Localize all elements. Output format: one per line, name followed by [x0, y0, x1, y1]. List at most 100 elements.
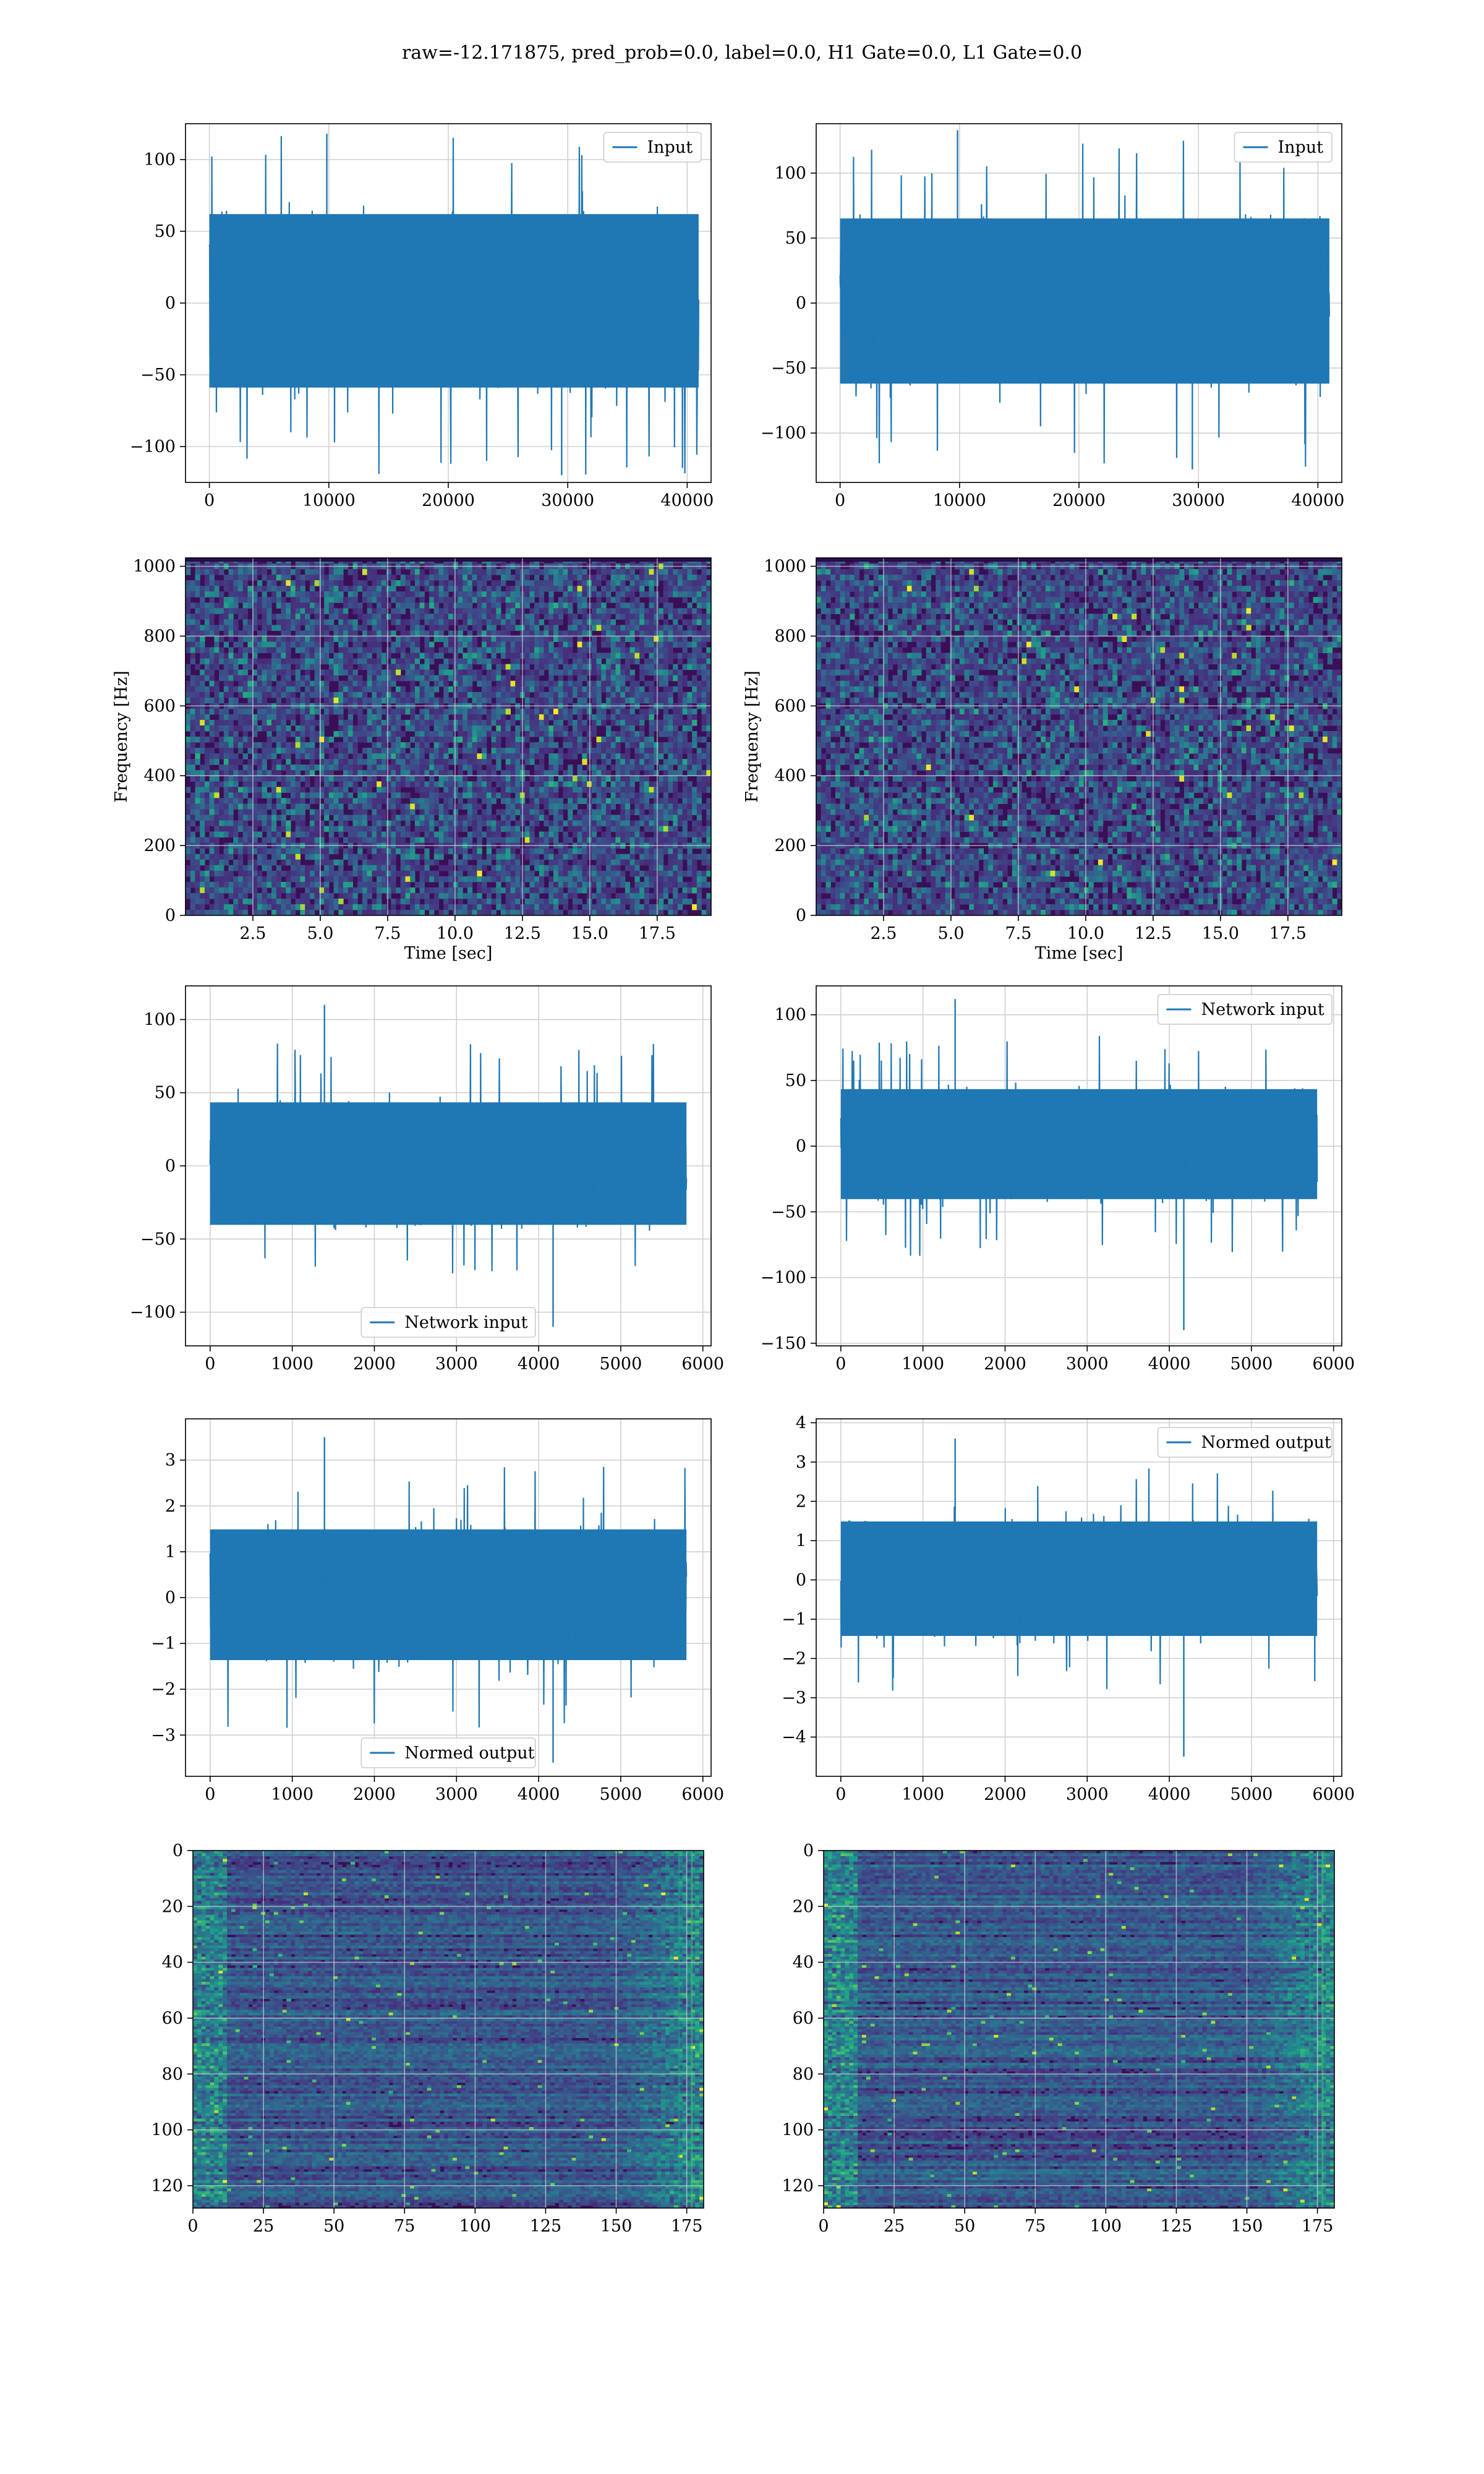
heatmap-cell — [300, 575, 305, 581]
heatmap-cell — [410, 575, 416, 581]
heatmap-cell — [701, 781, 707, 787]
heatmap-cell — [324, 787, 330, 793]
heatmap-cell — [343, 848, 349, 855]
heatmap-cell — [252, 680, 258, 687]
heatmap-cell — [305, 792, 310, 798]
heatmap-cell — [582, 591, 587, 597]
heatmap-cell — [238, 669, 244, 676]
heatmap-cell — [195, 614, 200, 620]
heatmap-cell — [410, 647, 416, 654]
heatmap-cell — [501, 714, 506, 721]
heatmap-cell — [343, 815, 349, 821]
heatmap-cell — [405, 675, 411, 682]
heatmap-cell — [352, 625, 358, 631]
heatmap-cell — [242, 826, 248, 833]
heatmap-cell — [572, 803, 578, 810]
heatmap-cell — [233, 664, 239, 670]
heatmap-cell — [223, 586, 229, 592]
heatmap-cell — [463, 686, 468, 693]
heatmap-cell — [692, 787, 697, 793]
heatmap-cell — [472, 591, 477, 597]
heatmap-cell — [367, 748, 372, 754]
heatmap-cell — [534, 575, 540, 581]
heatmap-cell — [553, 798, 559, 804]
heatmap-cell — [257, 708, 263, 715]
heatmap-cell — [200, 680, 205, 687]
heatmap-cell — [328, 608, 335, 614]
heatmap-cell — [295, 580, 301, 586]
heatmap-cell — [668, 686, 673, 693]
heatmap-cell — [453, 719, 458, 726]
heatmap-cell — [558, 748, 563, 754]
heatmap-cell — [233, 764, 239, 771]
heatmap-cell — [362, 731, 368, 737]
heatmap-cell — [534, 691, 540, 698]
heatmap-cell — [372, 647, 377, 654]
heatmap-cell — [701, 636, 707, 642]
heatmap-cell — [386, 776, 391, 782]
heatmap-cell — [252, 787, 258, 793]
heatmap-cell — [701, 753, 707, 760]
heatmap-cell — [281, 575, 286, 581]
legend: Input — [1234, 132, 1333, 163]
heatmap-cell — [267, 647, 272, 654]
heatmap-cell — [300, 597, 305, 603]
heatmap-cell — [319, 608, 325, 614]
heatmap-cell — [438, 675, 444, 682]
heatmap-cell — [687, 714, 693, 721]
heatmap-cell — [529, 675, 535, 682]
heatmap-cell — [625, 664, 631, 670]
legend-entry: Input — [1278, 138, 1324, 157]
heatmap-cell — [223, 675, 229, 682]
heatmap-cell — [386, 636, 391, 642]
heatmap-cell — [482, 691, 487, 698]
heatmap-cell — [257, 803, 263, 810]
heatmap-cell — [252, 848, 258, 855]
heatmap-cell — [677, 625, 683, 631]
heatmap-cell — [305, 602, 310, 609]
heatmap-cell — [544, 625, 549, 631]
heatmap-cell — [548, 658, 554, 665]
heatmap-cell — [391, 619, 396, 625]
heatmap-cell — [195, 686, 200, 693]
heatmap-cell — [281, 675, 286, 682]
heatmap-cell — [515, 591, 521, 597]
heatmap-cell — [639, 569, 645, 575]
heatmap-cell — [548, 586, 554, 592]
heatmap-cell — [548, 653, 554, 659]
heatmap-cell — [386, 569, 391, 575]
heatmap-cell — [491, 669, 497, 676]
heatmap-cell — [223, 658, 229, 665]
heatmap-cell — [195, 580, 200, 586]
heatmap-cell — [291, 641, 296, 648]
heatmap-cell — [314, 630, 320, 636]
heatmap-cell — [558, 597, 563, 603]
heatmap-cell — [606, 608, 612, 614]
heatmap-cell — [524, 614, 530, 620]
heatmap-cell — [438, 664, 444, 670]
heatmap-cell — [477, 569, 482, 575]
heatmap-cell — [644, 697, 650, 704]
heatmap-cell — [515, 770, 521, 776]
heatmap-cell — [496, 614, 501, 620]
heatmap-cell — [696, 815, 702, 821]
heatmap-cell — [242, 630, 248, 636]
heatmap-cell — [510, 759, 516, 765]
heatmap-cell — [620, 569, 626, 575]
heatmap-cell — [524, 848, 530, 855]
heatmap-cell — [238, 770, 244, 776]
heatmap-cell — [357, 792, 363, 798]
heatmap-cell — [386, 664, 391, 670]
heatmap-cell — [281, 658, 286, 665]
heatmap-cell — [391, 742, 396, 748]
heatmap-cell — [610, 826, 616, 833]
heatmap-cell — [362, 591, 368, 597]
heatmap-cell — [448, 658, 454, 665]
heatmap-cell — [324, 691, 330, 698]
heatmap-cell — [682, 619, 688, 625]
heatmap-cell — [448, 820, 454, 827]
heatmap-cell — [209, 625, 215, 631]
heatmap-cell — [615, 764, 621, 771]
heatmap-cell — [639, 759, 645, 765]
heatmap-cell — [625, 787, 631, 793]
